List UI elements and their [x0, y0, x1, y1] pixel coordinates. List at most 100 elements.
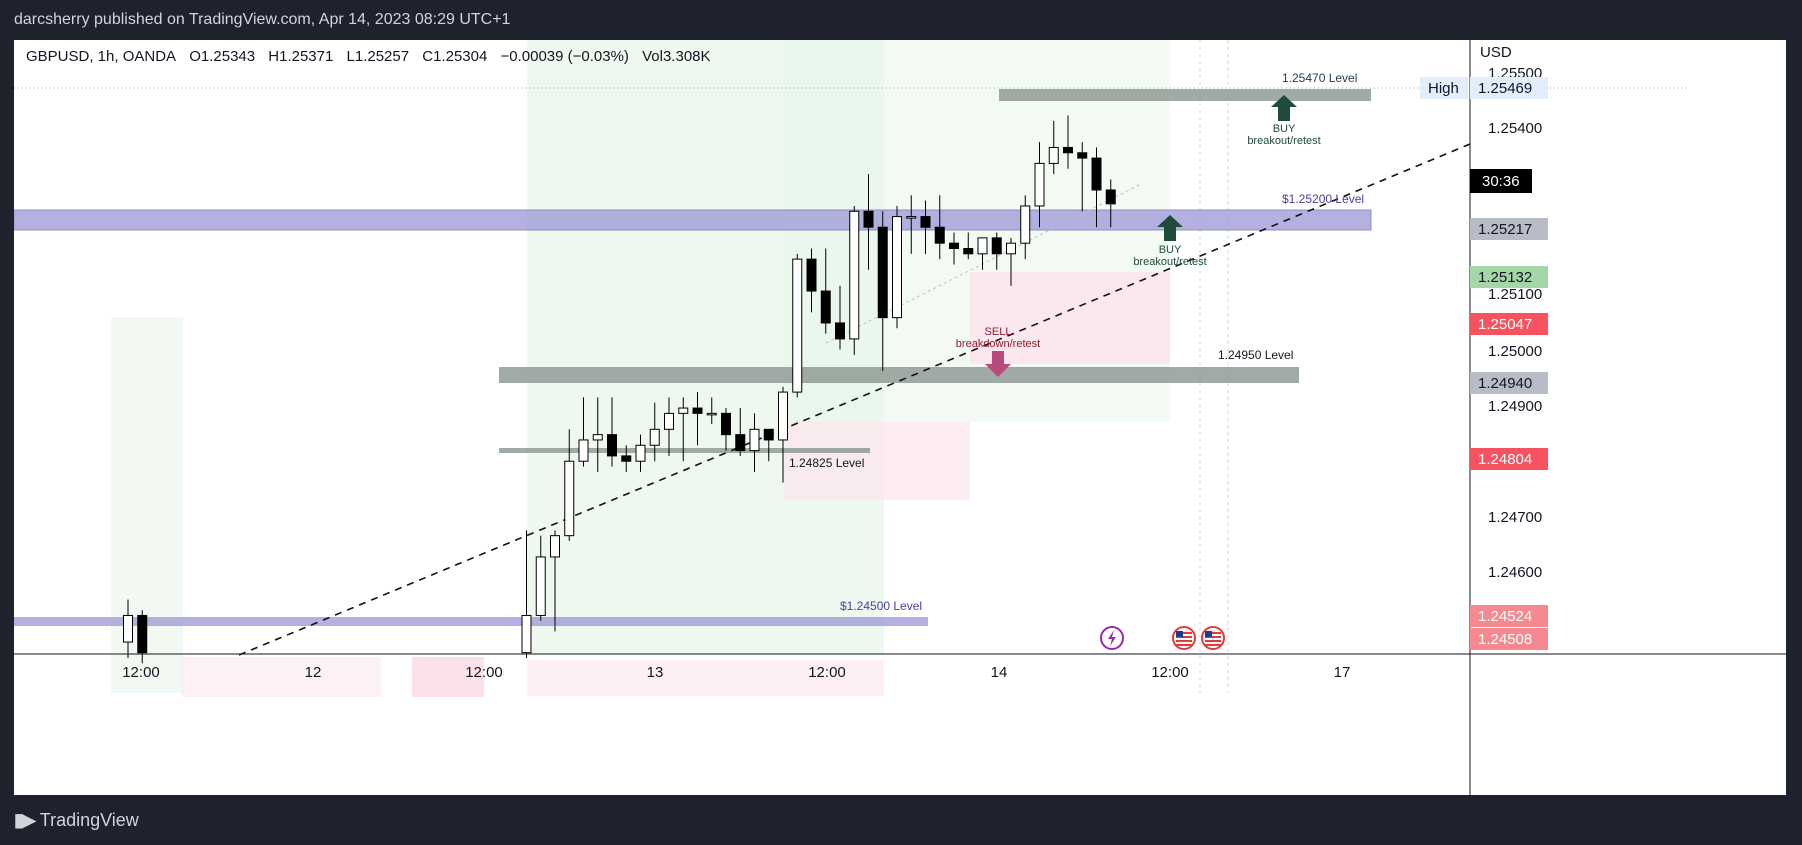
- candle-body[interactable]: [137, 614, 148, 654]
- time-tick: 13: [647, 664, 664, 681]
- label-125470: 1.25470 Level: [1282, 71, 1357, 85]
- candle-body[interactable]: [1091, 157, 1102, 191]
- us-flag-event-icon-1[interactable]: [1172, 626, 1196, 650]
- trade-box-pink-2: [412, 657, 484, 697]
- trade-box-pink-5: [970, 272, 1170, 364]
- candle-body[interactable]: [550, 535, 560, 558]
- price-axis[interactable]: USD 1.25500 1.25400 1.25100 1.25000 1.24…: [1420, 44, 1548, 650]
- price-tick: 1.25100: [1488, 286, 1542, 303]
- candle-body[interactable]: [1006, 242, 1016, 255]
- buy-arrow-icon-mid: [1157, 215, 1183, 241]
- candle-body[interactable]: [578, 439, 589, 462]
- candle-body[interactable]: [877, 226, 888, 319]
- candle-body[interactable]: [592, 434, 603, 441]
- candle-body[interactable]: [1077, 152, 1088, 159]
- price-badge: 1.24524: [1478, 608, 1532, 625]
- legend-volume: Vol3.308K: [642, 48, 711, 65]
- currency-label: USD: [1480, 44, 1512, 61]
- candle-body[interactable]: [692, 407, 703, 414]
- tradingview-logo[interactable]: ▮▶ TradingView: [14, 810, 139, 831]
- high-value-box: [1470, 77, 1548, 99]
- candle-body[interactable]: [635, 444, 646, 462]
- candle-body[interactable]: [706, 412, 717, 416]
- buy-mid-sublabel: breakout/retest: [1133, 256, 1206, 268]
- chart-canvas[interactable]: 1.25470 Level $1.25200 Level 1.24950 Lev…: [14, 40, 1786, 795]
- candle-body[interactable]: [1063, 146, 1073, 154]
- buy-arrow-icon-top: [1271, 95, 1297, 121]
- candle-body[interactable]: [721, 412, 731, 436]
- footer-bar: ▮▶ TradingView: [0, 795, 1802, 845]
- candle-body[interactable]: [621, 455, 632, 462]
- candle-body[interactable]: [991, 237, 1002, 255]
- candle-body[interactable]: [792, 258, 803, 393]
- buy-mid-label: BUY: [1159, 244, 1182, 256]
- candle-body[interactable]: [977, 237, 988, 255]
- time-tick: 12:00: [808, 664, 846, 681]
- candle-body[interactable]: [1034, 162, 1045, 207]
- time-tick: 12:00: [465, 664, 503, 681]
- candle-body[interactable]: [664, 412, 674, 430]
- candle-body[interactable]: [892, 216, 902, 319]
- tradingview-logo-icon: ▮▶: [14, 810, 36, 830]
- countdown: 30:36: [1482, 173, 1520, 190]
- countdown-box: [1470, 169, 1532, 193]
- candle-body[interactable]: [906, 216, 917, 219]
- candle-body[interactable]: [649, 428, 660, 446]
- price-badge: 1.24940: [1478, 375, 1532, 392]
- legend-symbol[interactable]: GBPUSD, 1h, OANDA: [26, 48, 177, 65]
- price-badge: 1.25047: [1478, 316, 1532, 333]
- candle-body[interactable]: [521, 614, 532, 654]
- us-flag-event-icon-2[interactable]: [1201, 626, 1225, 650]
- trend-line[interactable]: [238, 143, 1471, 656]
- badge-box: [1470, 313, 1548, 335]
- tradingview-brand: TradingView: [39, 810, 139, 830]
- trade-box-pink-4: [784, 422, 970, 500]
- candle-body[interactable]: [820, 290, 831, 324]
- zone-125200: [14, 209, 1372, 231]
- sell-arrow-icon: [985, 351, 1011, 377]
- publisher-line: darcsherry published on TradingView.com,…: [14, 11, 511, 28]
- candle-body[interactable]: [678, 407, 689, 414]
- candle-body[interactable]: [920, 216, 931, 228]
- time-axis[interactable]: 12:00 12 12:00 13 12:00 14 12:00 17: [122, 664, 1350, 681]
- candle-body[interactable]: [863, 210, 874, 228]
- price-tick: 1.24700: [1488, 509, 1542, 526]
- candle-body[interactable]: [1048, 146, 1059, 164]
- candle-body[interactable]: [778, 391, 788, 441]
- candle-body[interactable]: [535, 556, 546, 616]
- candle-body[interactable]: [835, 322, 845, 340]
- candles-group: [123, 115, 1116, 664]
- candle-body[interactable]: [1105, 189, 1116, 205]
- candle-body[interactable]: [749, 428, 760, 452]
- candle-body[interactable]: [963, 248, 974, 255]
- price-badge: 1.24804: [1478, 451, 1532, 468]
- badge-box: [1470, 218, 1548, 240]
- price-tick: 1.24600: [1488, 564, 1542, 581]
- candle-body[interactable]: [1020, 205, 1031, 244]
- badge-box: [1470, 266, 1548, 288]
- candle-body[interactable]: [849, 210, 860, 340]
- candle-body[interactable]: [735, 434, 746, 452]
- sell-sublabel: breakdown/retest: [956, 338, 1040, 350]
- lightning-event-icon[interactable]: [1100, 626, 1124, 650]
- candle-body[interactable]: [949, 242, 959, 250]
- trade-box-pink-1: [181, 657, 381, 697]
- price-tick: 1.24900: [1488, 398, 1542, 415]
- candle-body[interactable]: [763, 428, 774, 441]
- candle-body[interactable]: [806, 258, 817, 292]
- high-value: 1.25469: [1478, 80, 1532, 97]
- candle-body[interactable]: [564, 460, 575, 537]
- label-124825: 1.24825 Level: [789, 456, 864, 470]
- badge-box: [1470, 628, 1548, 650]
- badge-box: [1470, 372, 1548, 394]
- symbol-legend[interactable]: GBPUSD, 1h, OANDA O1.25343 H1.25371 L1.2…: [26, 48, 720, 65]
- badge-box: [1470, 448, 1548, 470]
- price-tick: 1.25000: [1488, 343, 1542, 360]
- chart-frame[interactable]: 1.25470 Level $1.25200 Level 1.24950 Lev…: [14, 40, 1786, 795]
- publisher-bar: darcsherry published on TradingView.com,…: [0, 0, 1802, 40]
- zone-125470: [999, 89, 1371, 101]
- label-124500: $1.24500 Level: [840, 599, 922, 613]
- candle-body[interactable]: [934, 226, 945, 244]
- candle-body[interactable]: [607, 434, 617, 457]
- candle-body[interactable]: [123, 614, 133, 643]
